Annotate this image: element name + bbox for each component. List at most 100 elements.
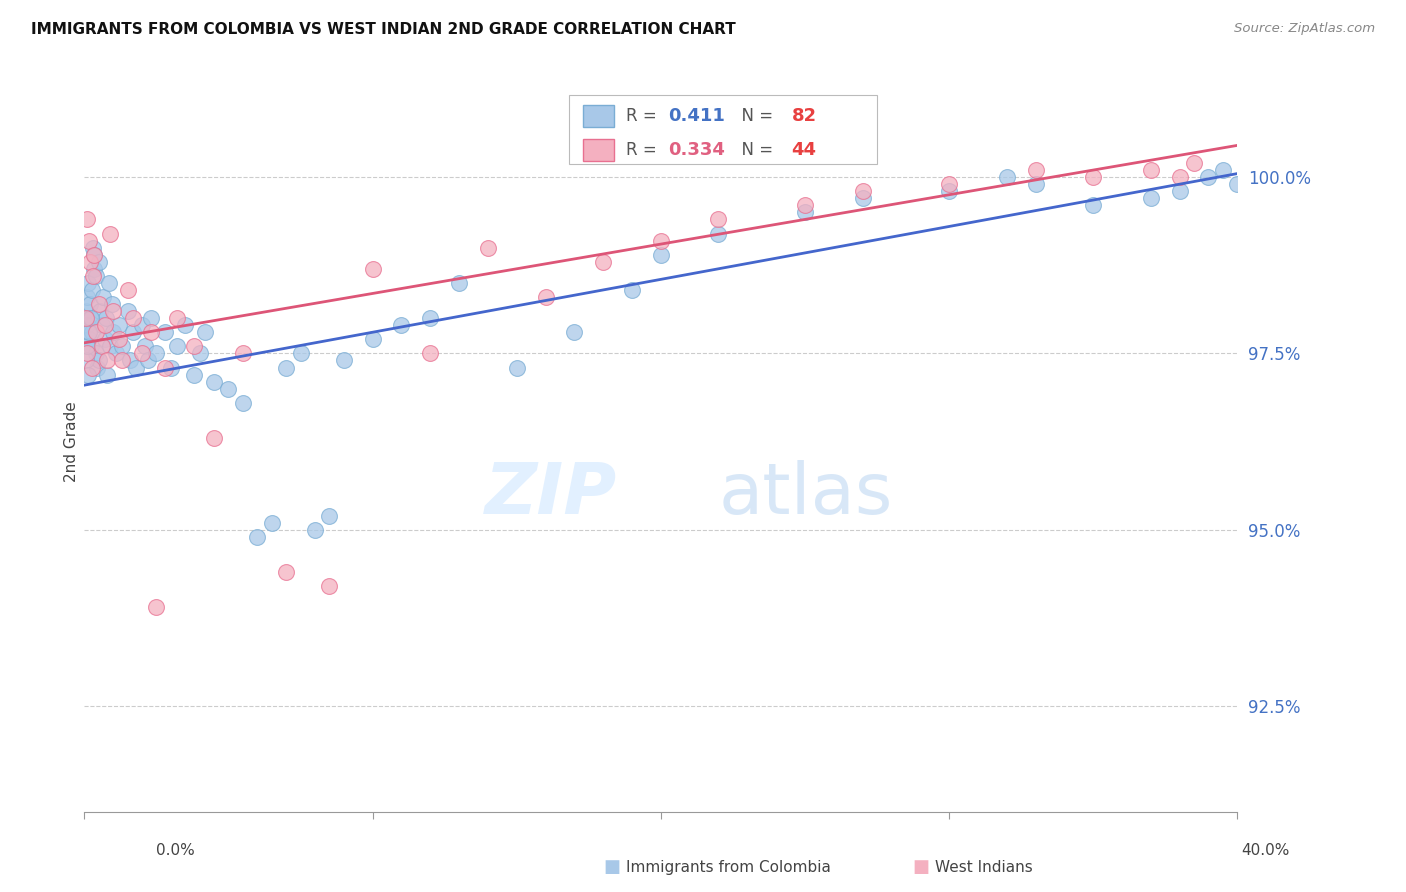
- Point: [194, 325, 217, 339]
- Point: [122, 311, 145, 326]
- Point: [304, 523, 326, 537]
- Point: [108, 332, 131, 346]
- Point: [76, 290, 98, 304]
- Point: [79, 254, 101, 268]
- Point: [94, 311, 117, 326]
- Point: [105, 346, 128, 360]
- Point: [202, 431, 225, 445]
- Point: [120, 353, 142, 368]
- Point: [707, 212, 730, 227]
- Point: [80, 360, 103, 375]
- Point: [592, 254, 614, 268]
- Point: [218, 382, 240, 396]
- Point: [361, 261, 384, 276]
- Point: [82, 268, 104, 283]
- Point: [79, 311, 101, 326]
- Point: [89, 304, 111, 318]
- Point: [93, 332, 115, 346]
- Point: [96, 368, 118, 382]
- Point: [77, 234, 100, 248]
- Point: [1083, 170, 1105, 185]
- Point: [96, 353, 118, 368]
- Text: Source: ZipAtlas.com: Source: ZipAtlas.com: [1234, 22, 1375, 36]
- Point: [145, 600, 167, 615]
- Point: [166, 311, 188, 326]
- Point: [650, 234, 672, 248]
- Point: [938, 177, 960, 191]
- Point: [122, 325, 145, 339]
- Point: [125, 360, 148, 375]
- Point: [117, 283, 139, 297]
- Point: [83, 248, 105, 262]
- Y-axis label: 2nd Grade: 2nd Grade: [63, 401, 79, 482]
- Text: IMMIGRANTS FROM COLOMBIA VS WEST INDIAN 2ND GRADE CORRELATION CHART: IMMIGRANTS FROM COLOMBIA VS WEST INDIAN …: [31, 22, 735, 37]
- Point: [76, 339, 98, 353]
- Point: [794, 205, 817, 219]
- Point: [852, 184, 875, 198]
- Text: ■: ■: [912, 858, 929, 876]
- Point: [276, 360, 298, 375]
- Point: [260, 516, 283, 530]
- Point: [174, 318, 197, 333]
- Text: 0.411: 0.411: [668, 107, 724, 125]
- Point: [419, 311, 441, 326]
- Point: [361, 332, 384, 346]
- Point: [139, 325, 162, 339]
- Text: 82: 82: [792, 107, 817, 125]
- Point: [87, 297, 110, 311]
- Point: [75, 311, 97, 326]
- Point: [506, 360, 529, 375]
- Point: [621, 283, 644, 297]
- Point: [131, 346, 153, 360]
- Point: [1182, 156, 1205, 170]
- Point: [80, 339, 103, 353]
- Point: [77, 368, 100, 382]
- Point: [86, 360, 108, 375]
- Point: [87, 254, 110, 268]
- Point: [1198, 170, 1220, 185]
- Point: [166, 339, 188, 353]
- Point: [318, 508, 340, 523]
- Text: 0.0%: 0.0%: [156, 843, 195, 858]
- Text: West Indians: West Indians: [935, 860, 1033, 874]
- Point: [79, 297, 101, 311]
- Text: Immigrants from Colombia: Immigrants from Colombia: [626, 860, 831, 874]
- Point: [111, 339, 134, 353]
- Point: [80, 311, 103, 326]
- Point: [333, 353, 356, 368]
- Point: [794, 198, 817, 212]
- Point: [1025, 163, 1047, 178]
- Point: [131, 318, 153, 333]
- Point: [76, 346, 98, 360]
- Point: [108, 318, 131, 333]
- Point: [1168, 170, 1191, 185]
- Point: [87, 353, 110, 368]
- Point: [103, 325, 124, 339]
- Point: [83, 248, 105, 262]
- Point: [76, 212, 98, 227]
- Point: [1140, 163, 1163, 178]
- Point: [1226, 177, 1249, 191]
- Point: [419, 346, 441, 360]
- Point: [77, 332, 100, 346]
- Point: [139, 311, 162, 326]
- Point: [852, 191, 875, 205]
- Point: [90, 339, 112, 353]
- Point: [707, 227, 730, 241]
- Point: [75, 353, 97, 368]
- Point: [103, 304, 124, 318]
- Point: [534, 290, 557, 304]
- Point: [86, 268, 108, 283]
- Text: ■: ■: [603, 858, 620, 876]
- Point: [276, 565, 298, 579]
- Text: ZIP: ZIP: [485, 460, 617, 529]
- Point: [183, 339, 205, 353]
- Point: [111, 353, 134, 368]
- Point: [995, 170, 1018, 185]
- Point: [77, 325, 100, 339]
- Point: [564, 325, 586, 339]
- Point: [145, 346, 167, 360]
- Point: [98, 227, 121, 241]
- Point: [232, 396, 254, 410]
- Point: [1140, 191, 1163, 205]
